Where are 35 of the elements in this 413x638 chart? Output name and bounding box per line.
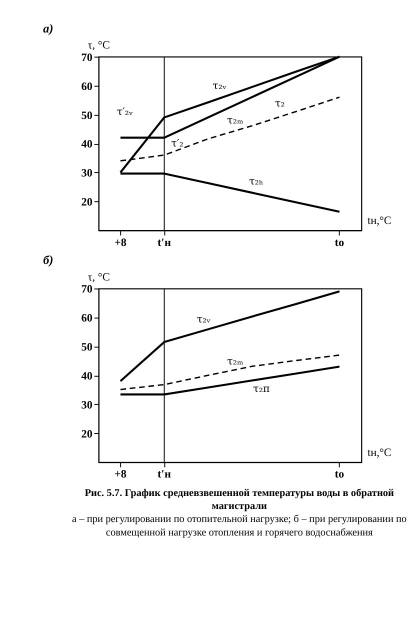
y-tick-label: 50 [81, 110, 93, 122]
y-tick-label: 40 [81, 370, 93, 383]
annotation: τ₂ [274, 97, 285, 110]
annotation: τ′₂ᵥ [116, 106, 134, 118]
annotation: τ′₂ [171, 137, 184, 150]
x-tick-label: t′н [158, 236, 172, 249]
y-tick-label: 60 [81, 80, 93, 93]
y-tick-label: 40 [81, 138, 93, 151]
annotation: τ₂ₕ [249, 176, 264, 188]
annotation: τ₂ᵥ [212, 80, 226, 92]
y-tick-label: 70 [81, 284, 93, 296]
x-tick-label: tо [334, 236, 345, 249]
annotation: τ₂ₘ [227, 355, 244, 368]
y-tick-label: 20 [81, 428, 93, 440]
annotation: τ₂п [253, 383, 270, 396]
text: Рис. 5.7. График средневзвешенной температуры воды в обратной магистрали [84, 488, 394, 512]
x-tick-label: +8 [114, 236, 127, 249]
x-tick-label: +8 [114, 468, 127, 481]
y-tick-label: 50 [81, 342, 93, 354]
x-axis-title: tн,°C [367, 215, 392, 228]
y-axis-title: τ, °C [88, 272, 110, 284]
x-tick-label: tо [334, 468, 345, 481]
annotation: τ₂ᵥ [196, 314, 211, 326]
chart-title: а) [43, 21, 54, 36]
x-tick-label: t′н [158, 468, 172, 481]
y-tick-label: 30 [81, 400, 93, 412]
y-tick-label: 60 [81, 312, 93, 325]
y-tick-label: 30 [81, 168, 93, 180]
chart-title: б) [43, 253, 54, 268]
y-tick-label: 20 [81, 196, 93, 209]
annotation: τ₂ₘ [227, 114, 244, 127]
x-axis-title: tн,°C [367, 447, 392, 460]
y-tick-label: 70 [81, 52, 93, 64]
y-axis-title: τ, °C [88, 40, 110, 52]
text: а – при регулировании по отопительной нагрузке; б – при регулировании по совмещенной нагрузке отопления и горячего водоснабжения [72, 514, 407, 538]
